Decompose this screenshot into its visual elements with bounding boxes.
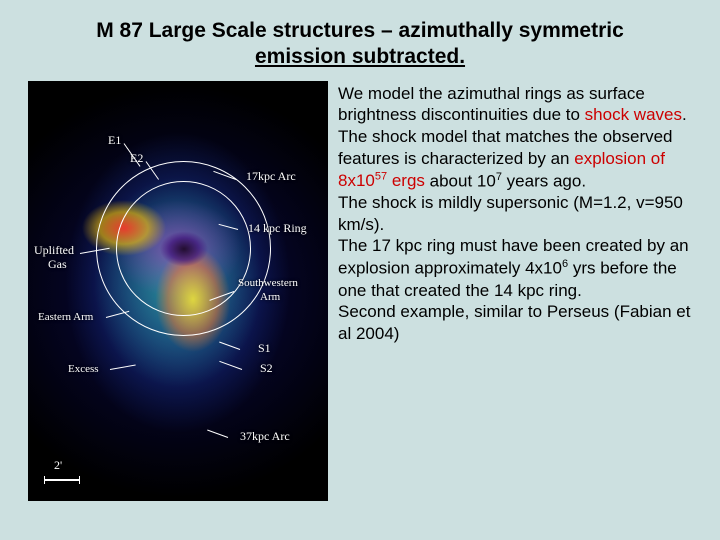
p2c: years ago. — [502, 171, 586, 190]
astro-image: E1 E2 17kpc Arc 14 kpc Ring Uplifted Gas… — [28, 81, 328, 501]
p1b: . — [682, 105, 687, 124]
p2-exp: 57 — [375, 171, 387, 183]
p3: The shock is mildly supersonic (M=1.2, v… — [338, 193, 683, 234]
p2-red-t2: ergs — [387, 171, 425, 190]
label-excess: Excess — [68, 363, 99, 375]
label-sw-arm2: Arm — [260, 291, 280, 303]
label-s1: S1 — [258, 341, 271, 356]
p1-red: shock waves — [585, 105, 682, 124]
title-line2: emission subtracted. — [255, 45, 465, 68]
label-e1: E1 — [108, 133, 121, 148]
p5: Second example, similar to Perseus (Fabi… — [338, 302, 690, 343]
scale-bar — [44, 479, 80, 481]
p2b: about 10 — [425, 171, 496, 190]
slide-title: M 87 Large Scale structures – azimuthall… — [28, 18, 692, 71]
label-scale: 2' — [54, 458, 62, 473]
label-gas: Gas — [48, 257, 67, 272]
label-s2: S2 — [260, 361, 273, 376]
content-row: E1 E2 17kpc Arc 14 kpc Ring Uplifted Gas… — [28, 81, 692, 501]
label-17kpc-arc: 17kpc Arc — [246, 169, 296, 184]
label-sw-arm1: Southwestern — [238, 277, 298, 289]
label-14kpc-ring: 14 kpc Ring — [248, 221, 307, 236]
title-line1: M 87 Large Scale structures – azimuthall… — [96, 19, 624, 42]
label-uplifted: Uplifted — [34, 243, 74, 258]
slide: M 87 Large Scale structures – azimuthall… — [0, 0, 720, 540]
label-eastern-arm: Eastern Arm — [38, 311, 93, 323]
body-text: We model the azimuthal rings as surface … — [338, 81, 692, 501]
ring-17kpc — [96, 161, 271, 336]
label-37kpc-arc: 37kpc Arc — [240, 429, 290, 444]
